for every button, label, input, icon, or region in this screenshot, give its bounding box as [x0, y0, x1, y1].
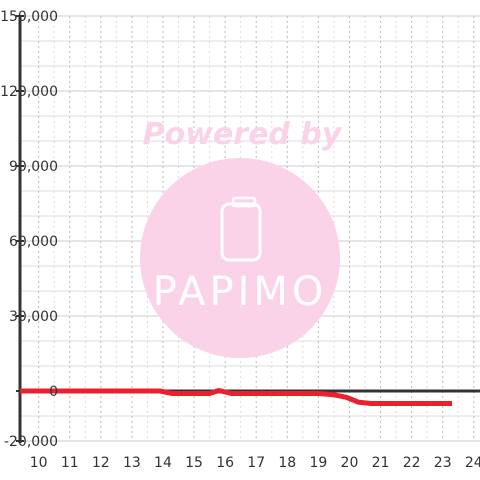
- y-tick-label: 120,000: [0, 84, 58, 100]
- x-tick-label: 22: [403, 455, 421, 471]
- series-line-0: [20, 388, 452, 406]
- y-tick-label: 0: [49, 384, 58, 400]
- watermark-brand: PAPIMO: [153, 269, 328, 315]
- x-tick-label: 20: [341, 455, 359, 471]
- minor-grid: [20, 16, 480, 441]
- x-tick-label: 14: [154, 455, 172, 471]
- series-layer: [20, 388, 452, 406]
- y-tick-label: -20,000: [4, 434, 58, 450]
- watermark-circle: [140, 158, 340, 358]
- x-tick-label: 10: [30, 455, 48, 471]
- y-tick-label: 30,000: [9, 309, 58, 325]
- watermark-powered-by: Powered by: [143, 117, 343, 152]
- watermark-phone-icon: [220, 202, 262, 262]
- y-tick-label: 150,000: [0, 9, 58, 25]
- x-tick-label: 13: [123, 455, 141, 471]
- y-tick-label: 60,000: [9, 234, 58, 250]
- x-tick-label: 11: [61, 455, 79, 471]
- y-tick-labels: -20,000 0 30,000 60,000 90,000 120,000 150,000: [0, 9, 58, 450]
- x-tick-label: 21: [372, 455, 390, 471]
- x-tick-label: 18: [278, 455, 296, 471]
- x-tick-label: 19: [309, 455, 327, 471]
- y-tick-label: 90,000: [9, 159, 58, 175]
- x-tick-label: 17: [247, 455, 265, 471]
- x-tick-label: 24: [465, 455, 480, 471]
- x-tick-labels: 10 11 12 13 14 15 16 17 18 19 20 21 22 23 24: [30, 455, 480, 471]
- papimo-watermark: Powered by PAPIMO: [140, 117, 343, 358]
- watermark-phone-antenna-icon: [231, 196, 257, 208]
- x-tick-label: 12: [92, 455, 110, 471]
- x-tick-label: 16: [216, 455, 234, 471]
- x-tick-label: 23: [434, 455, 452, 471]
- x-tick-label: 15: [185, 455, 203, 471]
